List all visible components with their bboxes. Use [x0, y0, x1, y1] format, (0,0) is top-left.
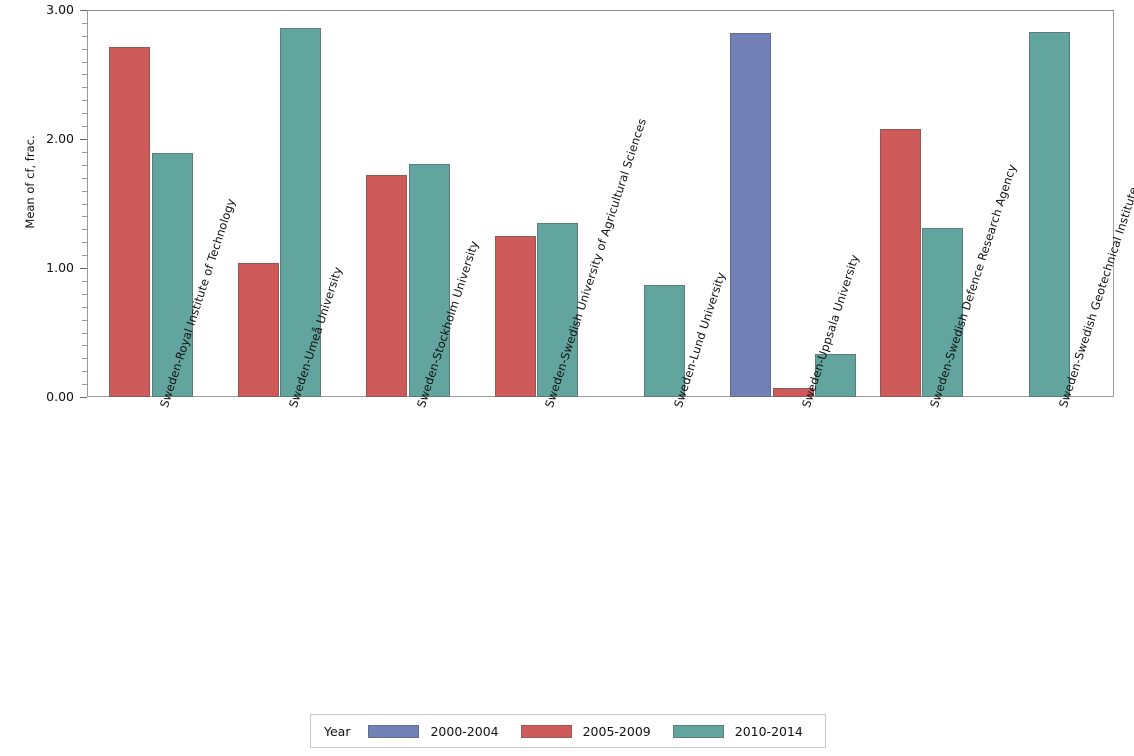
y-axis-minor-tick — [82, 87, 87, 88]
y-axis-tick-label: 1.00 — [46, 260, 74, 275]
y-axis-minor-tick — [82, 345, 87, 346]
y-axis-tick — [80, 139, 87, 140]
y-axis-minor-tick — [82, 384, 87, 385]
y-axis-minor-tick — [82, 100, 87, 101]
y-axis-minor-tick — [82, 281, 87, 282]
legend-label: 2010-2014 — [734, 723, 803, 739]
y-axis-minor-tick — [82, 229, 87, 230]
legend-label: 2005-2009 — [582, 723, 651, 739]
legend-item[interactable]: 2010-2014 — [672, 723, 803, 739]
y-axis-minor-tick — [82, 191, 87, 192]
y-axis-minor-tick — [82, 358, 87, 359]
y-axis-tick — [80, 268, 87, 269]
y-axis-minor-tick — [82, 255, 87, 256]
y-axis-minor-tick — [82, 165, 87, 166]
y-axis-minor-tick — [82, 178, 87, 179]
y-axis-tick-label: 0.00 — [46, 389, 74, 404]
y-axis-title: Mean of cf, frac. — [23, 135, 37, 229]
y-axis-minor-tick — [82, 23, 87, 24]
y-axis-minor-tick — [82, 204, 87, 205]
legend-title: Year — [324, 723, 351, 739]
legend-items: 2000-2004 2005-2009 2010-2014 — [368, 724, 824, 739]
legend-swatch — [368, 724, 420, 738]
legend-swatch — [520, 724, 572, 738]
y-axis-minor-tick — [82, 333, 87, 334]
legend-item[interactable]: 2000-2004 — [368, 723, 499, 739]
y-axis-tick-label: 3.00 — [46, 2, 74, 17]
y-axis-minor-tick — [82, 62, 87, 63]
y-axis-tick — [80, 397, 87, 398]
y-axis-tick-label: 2.00 — [46, 131, 74, 146]
y-axis-minor-tick — [82, 294, 87, 295]
legend: Year 2000-2004 2005-2009 2010-2014 — [310, 714, 826, 748]
y-axis-minor-tick — [82, 152, 87, 153]
plot-area — [87, 10, 1114, 397]
legend-item[interactable]: 2005-2009 — [520, 723, 651, 739]
y-axis-minor-tick — [82, 113, 87, 114]
y-axis-minor-tick — [82, 49, 87, 50]
y-axis-minor-tick — [82, 320, 87, 321]
y-axis-tick — [80, 10, 87, 11]
legend-label: 2000-2004 — [430, 723, 499, 739]
y-axis-minor-tick — [82, 74, 87, 75]
y-axis-minor-tick — [82, 216, 87, 217]
y-axis-minor-tick — [82, 36, 87, 37]
y-axis-minor-tick — [82, 126, 87, 127]
y-axis-minor-tick — [82, 371, 87, 372]
y-axis-minor-tick — [82, 242, 87, 243]
y-axis-minor-tick — [82, 307, 87, 308]
legend-swatch — [672, 724, 724, 738]
